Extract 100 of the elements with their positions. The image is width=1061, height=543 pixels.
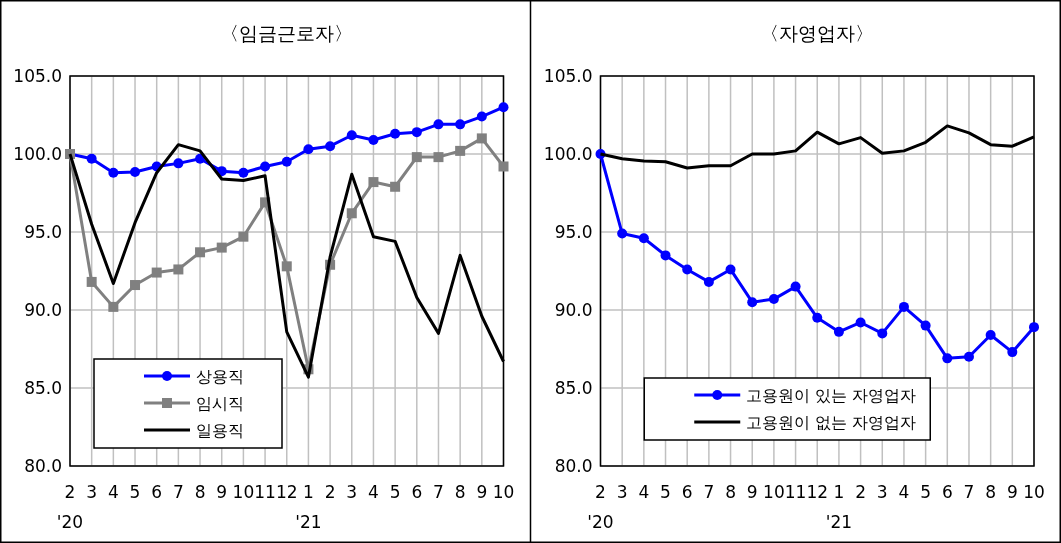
point (346, 130, 357, 141)
y-tick-label: 85.0 (554, 377, 593, 398)
point (877, 328, 888, 339)
point (325, 141, 336, 152)
legend-label: 고용원이 없는 자영업자 (746, 412, 917, 432)
y-tick-label: 95.0 (554, 221, 593, 242)
x-tick-label: 4 (368, 482, 379, 502)
y-tick-label: 80.0 (554, 455, 593, 476)
x-tick-label: 2 '20 (56, 482, 84, 532)
x-tick-label: 10 (763, 482, 785, 502)
point (476, 133, 487, 144)
x-tick-label: 9 (1006, 482, 1018, 502)
point (368, 177, 379, 188)
x-tick-label: 5 (660, 482, 671, 502)
point (411, 127, 422, 138)
point (151, 267, 162, 278)
point (455, 119, 466, 130)
point (790, 281, 801, 292)
x-tick-label: 9 (746, 482, 758, 502)
x-tick-label: 8 (725, 482, 736, 502)
x-tick-label: 4 (638, 482, 650, 502)
legend-label: 일용직 (196, 420, 244, 440)
point (498, 161, 509, 172)
point (725, 264, 736, 275)
y-tick-label: 100.0 (543, 143, 593, 164)
x-tick-label: 2 (324, 482, 336, 502)
point (108, 167, 119, 178)
x-tick-label: 6 (681, 482, 693, 502)
point (682, 264, 693, 275)
x-tick-label: 7 (703, 482, 715, 502)
x-tick-label: 1 '21 (295, 482, 322, 532)
x-tick-label: 8 (454, 482, 466, 502)
point (195, 247, 206, 258)
y-tick-label: 95.0 (24, 221, 62, 242)
point (1007, 347, 1018, 358)
x-tick-label: 11 (254, 482, 276, 502)
point (617, 228, 628, 239)
x-tick-label: 3 (616, 482, 628, 502)
point (216, 242, 227, 253)
x-tick-label: 8 (985, 482, 997, 502)
point (1029, 322, 1039, 333)
point (238, 167, 249, 178)
legend-label: 고용원이 있는 자영업자 (746, 385, 917, 405)
x-tick-label: 5 (920, 482, 932, 502)
x-tick-label: 12 (275, 482, 298, 502)
y-tick-label: 105.0 (543, 65, 593, 86)
point (411, 152, 422, 163)
y-tick-label: 90.0 (24, 299, 62, 320)
x-tick-label: 12 (806, 482, 829, 502)
point (476, 111, 487, 122)
x-tick-label: 7 (963, 482, 975, 502)
x-tick-label: 5 (129, 482, 141, 502)
point (433, 152, 444, 163)
point (390, 181, 401, 192)
point (130, 166, 141, 177)
x-tick-label: 6 (411, 482, 423, 502)
point (173, 264, 184, 275)
x-tick-label: 4 (898, 482, 910, 502)
point (747, 297, 758, 308)
x-tick-label: 2 (855, 482, 867, 502)
point (281, 261, 292, 272)
point (920, 320, 931, 331)
point (660, 250, 671, 261)
y-tick-label: 80.0 (24, 455, 62, 476)
point (173, 158, 184, 169)
x-tick-label: 10 (232, 482, 255, 502)
y-tick-label: 105.0 (13, 65, 62, 86)
x-tick-label: 9 (216, 482, 228, 502)
x-tick-label: 3 (346, 482, 358, 502)
point (238, 231, 249, 242)
x-tick-label: 6 (941, 482, 953, 502)
x-tick-label: 10 (492, 482, 515, 502)
x-tick-label: 2 '20 (587, 482, 614, 532)
point (855, 317, 866, 328)
point (86, 276, 97, 287)
point (260, 161, 271, 172)
point (303, 144, 314, 155)
point (86, 153, 97, 164)
x-tick-label: 7 (172, 482, 184, 502)
x-tick-label: 11 (784, 482, 807, 502)
x-tick-label: 5 (389, 482, 401, 502)
point (108, 301, 119, 312)
x-tick-label: 8 (194, 482, 206, 502)
point (346, 208, 357, 219)
point (433, 119, 444, 130)
y-tick-label: 90.0 (554, 299, 593, 320)
point (898, 301, 909, 312)
chart-title: 〈임금근로자〉 (220, 22, 354, 44)
x-tick-label: 9 (476, 482, 488, 502)
x-tick-label: 4 (107, 482, 119, 502)
legend-label: 상용직 (196, 366, 244, 386)
point (812, 312, 823, 323)
point (281, 156, 292, 167)
x-tick-label: 7 (433, 482, 444, 502)
point (498, 102, 509, 113)
x-tick-label: 3 (876, 482, 888, 502)
point (130, 280, 141, 291)
point (455, 145, 466, 156)
chart-title: 〈자영업자〉 (760, 22, 875, 44)
point (942, 353, 953, 364)
